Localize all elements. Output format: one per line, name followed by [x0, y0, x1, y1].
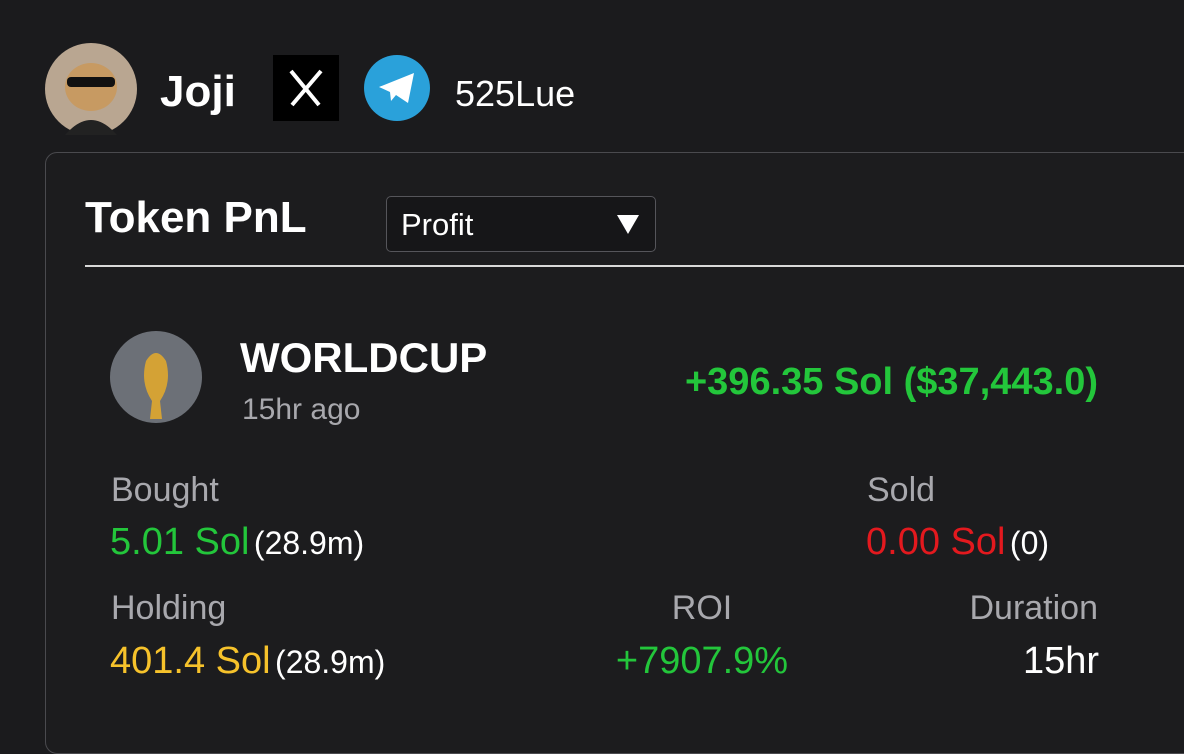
bought-label: Bought: [111, 471, 219, 509]
profile-handle: 525Lue: [455, 73, 576, 114]
dropdown-value: Profit: [401, 207, 474, 242]
dropdown-arrow: [617, 215, 639, 234]
roi-label: ROI: [671, 589, 733, 627]
profile-avatar[interactable]: [45, 43, 137, 135]
token-icon: [110, 331, 202, 423]
holding-label: Holding: [111, 589, 227, 627]
duration-value: 15hr: [1022, 640, 1099, 682]
holding-amount: 401.4 Sol: [110, 640, 271, 682]
bought-amount: 5.01 Sol: [110, 521, 250, 563]
dropdown[interactable]: Profit: [386, 196, 656, 252]
roi-value: +7907.9%: [615, 640, 789, 682]
page: Joji 525Lue Token PnL Profit WORLDCUP 15…: [45, 43, 1184, 754]
token-name: WORLDCUP: [240, 334, 488, 381]
sold-amount: 0.00 Sol: [866, 521, 1006, 563]
sold-value: 0.00 Sol (0): [866, 523, 1049, 561]
bought-detail: (28.9m): [253, 525, 365, 561]
token-pnl: +396.35 Sol ($37,443.0): [684, 361, 1098, 403]
holding-value: 401.4 Sol (28.9m): [110, 642, 385, 680]
card-title: Token PnL: [85, 193, 307, 242]
profile-name: Joji: [160, 67, 236, 116]
token-time: 15hr ago: [242, 393, 361, 426]
divider: [85, 265, 1184, 267]
x-icon[interactable]: [273, 55, 339, 121]
telegram-icon[interactable]: [364, 55, 430, 121]
sold-detail: (0): [1009, 525, 1050, 561]
sold-label: Sold: [867, 471, 936, 509]
bought-value: 5.01 Sol (28.9m): [110, 523, 364, 561]
duration-label: Duration: [969, 589, 1098, 627]
holding-detail: (28.9m): [275, 644, 386, 680]
